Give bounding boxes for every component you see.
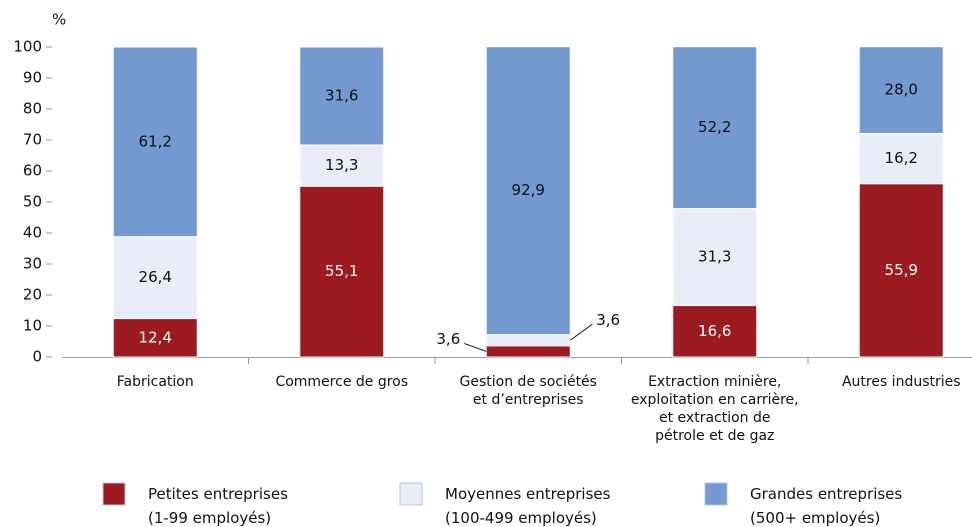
y-tick-label: 80 (23, 100, 42, 118)
data-label: 3,6 (596, 311, 620, 329)
legend-swatch (102, 482, 126, 506)
bar-segment (672, 305, 758, 358)
bar-segment (858, 132, 944, 185)
data-label: 55,9 (885, 261, 918, 279)
data-label: 26,4 (139, 268, 172, 286)
data-label: 16,2 (885, 149, 918, 167)
bar-segment (485, 46, 571, 336)
data-label: 55,1 (325, 262, 358, 280)
bar-segment (299, 46, 385, 146)
data-label: 13,3 (325, 156, 358, 174)
bar-segment (858, 46, 944, 134)
y-tick-label: 0 (32, 348, 42, 366)
y-axis-label: % (52, 11, 66, 29)
data-label: 31,3 (698, 248, 731, 266)
bar-segment (672, 46, 758, 210)
bar-segment (858, 183, 944, 358)
legend-label: Moyennes entreprises (100-499 employés) (445, 485, 611, 527)
y-tick-label: 10 (23, 317, 42, 335)
y-tick-label: 100 (13, 38, 42, 56)
x-tick-label: Gestion de sociétés et d’entreprises (460, 374, 597, 408)
y-tick-label: 40 (23, 224, 42, 242)
data-label: 31,6 (325, 86, 358, 104)
data-label: 3,6 (436, 330, 460, 348)
data-label: 61,2 (139, 132, 172, 150)
y-tick-label: 90 (23, 69, 42, 87)
legend-swatch (399, 482, 423, 506)
y-tick-label: 50 (23, 193, 42, 211)
data-label: 92,9 (512, 181, 545, 199)
data-label: 28,0 (885, 81, 918, 99)
bar-segment (299, 144, 385, 187)
bar-segment (299, 185, 385, 358)
legend-label: Grandes entreprises (500+ employés) (750, 485, 902, 527)
data-label: 16,6 (698, 322, 731, 340)
bar-segment (112, 318, 198, 358)
bar-segment (112, 46, 198, 238)
y-tick-label: 20 (23, 286, 42, 304)
leader-line (464, 342, 487, 352)
x-tick-label: Extraction minière, exploitation en carri… (631, 374, 799, 444)
y-tick-label: 60 (23, 162, 42, 180)
x-tick-label: Autres industries (842, 374, 961, 390)
y-tick-label: 70 (23, 131, 42, 149)
bar-segment (485, 345, 571, 358)
x-tick-label: Fabrication (117, 374, 194, 390)
x-tick-label: Commerce de gros (275, 374, 408, 390)
leader-line (569, 323, 593, 341)
y-tick-label: 30 (23, 255, 42, 273)
data-label: 52,2 (698, 118, 731, 136)
bar-segment (485, 334, 571, 347)
bar-segment (672, 208, 758, 307)
legend-swatch (704, 482, 728, 506)
legend-label: Petites entreprises (1-99 employés) (148, 485, 288, 527)
data-label: 12,4 (139, 328, 172, 346)
